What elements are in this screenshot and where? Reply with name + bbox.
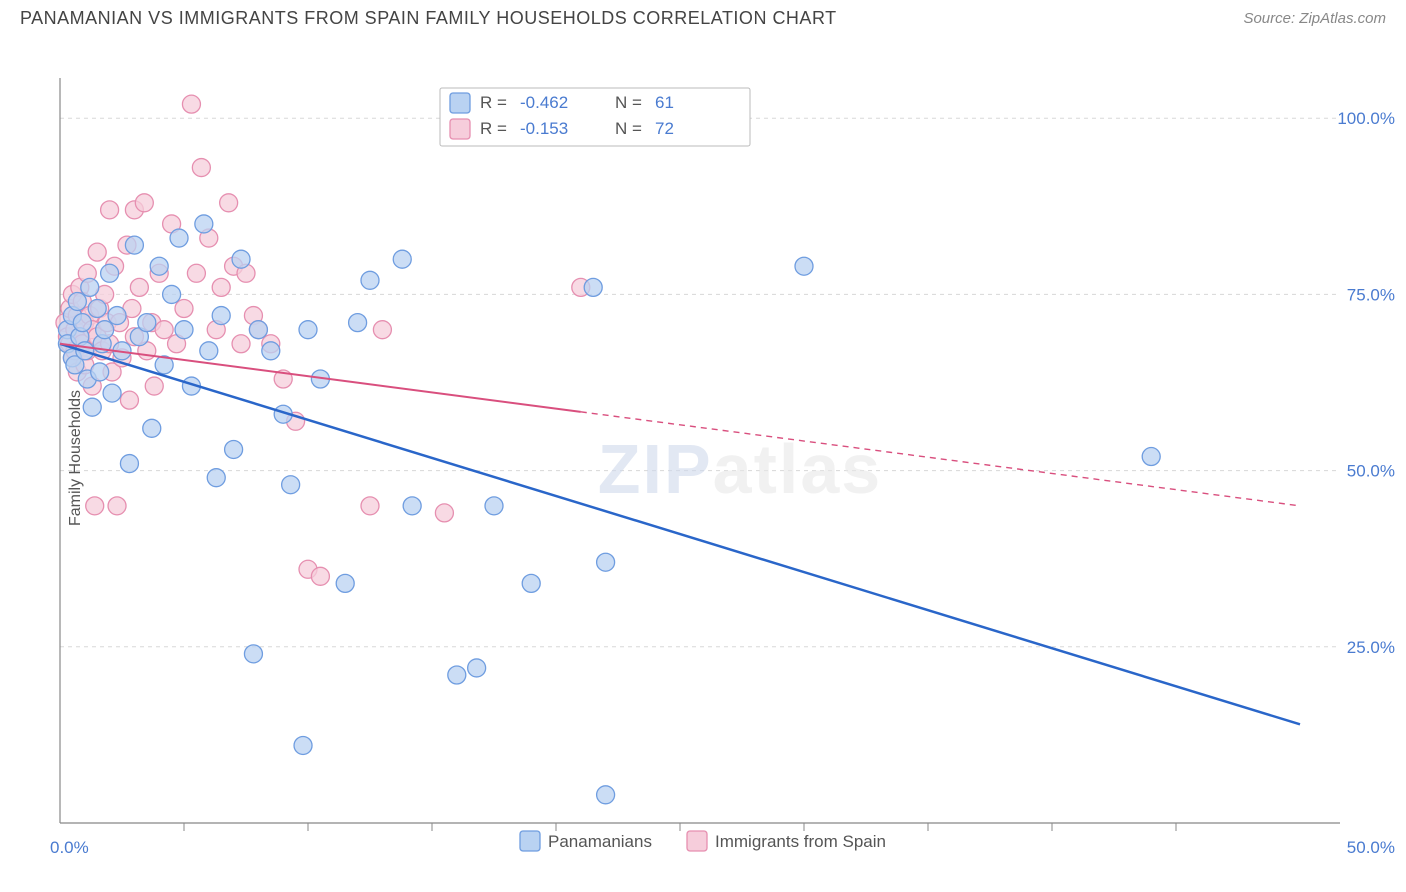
scatter-chart: ZIPatlas 25.0% 50.0% 75.0% 100.0% 0.0% 50.0% Pa… bbox=[0, 33, 1406, 883]
svg-text:50.0%: 50.0% bbox=[1347, 838, 1395, 857]
chart-title: PANAMANIAN VS IMMIGRANTS FROM SPAIN FAMI… bbox=[20, 8, 837, 29]
svg-text:0.0%: 0.0% bbox=[50, 838, 89, 857]
svg-text:N =: N = bbox=[615, 119, 642, 138]
svg-text:-0.153: -0.153 bbox=[520, 119, 568, 138]
svg-text:61: 61 bbox=[655, 93, 674, 112]
svg-text:ZIPatlas: ZIPatlas bbox=[598, 430, 882, 508]
svg-text:100.0%: 100.0% bbox=[1337, 109, 1395, 128]
svg-text:72: 72 bbox=[655, 119, 674, 138]
svg-text:50.0%: 50.0% bbox=[1347, 462, 1395, 481]
svg-text:R =: R = bbox=[480, 119, 507, 138]
svg-text:N =: N = bbox=[615, 93, 642, 112]
svg-text:-0.462: -0.462 bbox=[520, 93, 568, 112]
svg-text:R =: R = bbox=[480, 93, 507, 112]
chart-header: PANAMANIAN VS IMMIGRANTS FROM SPAIN FAMI… bbox=[0, 0, 1406, 33]
svg-text:Panamanians: Panamanians bbox=[548, 832, 652, 851]
chart-source: Source: ZipAtlas.com bbox=[1243, 10, 1386, 27]
svg-text:75.0%: 75.0% bbox=[1347, 285, 1395, 304]
svg-text:25.0%: 25.0% bbox=[1347, 638, 1395, 657]
svg-text:Immigrants from Spain: Immigrants from Spain bbox=[715, 832, 886, 851]
y-axis-label: Family Households bbox=[67, 390, 85, 526]
chart-area: Family Households ZIPatlas 25.0% 50.0% 75.0… bbox=[0, 33, 1406, 883]
